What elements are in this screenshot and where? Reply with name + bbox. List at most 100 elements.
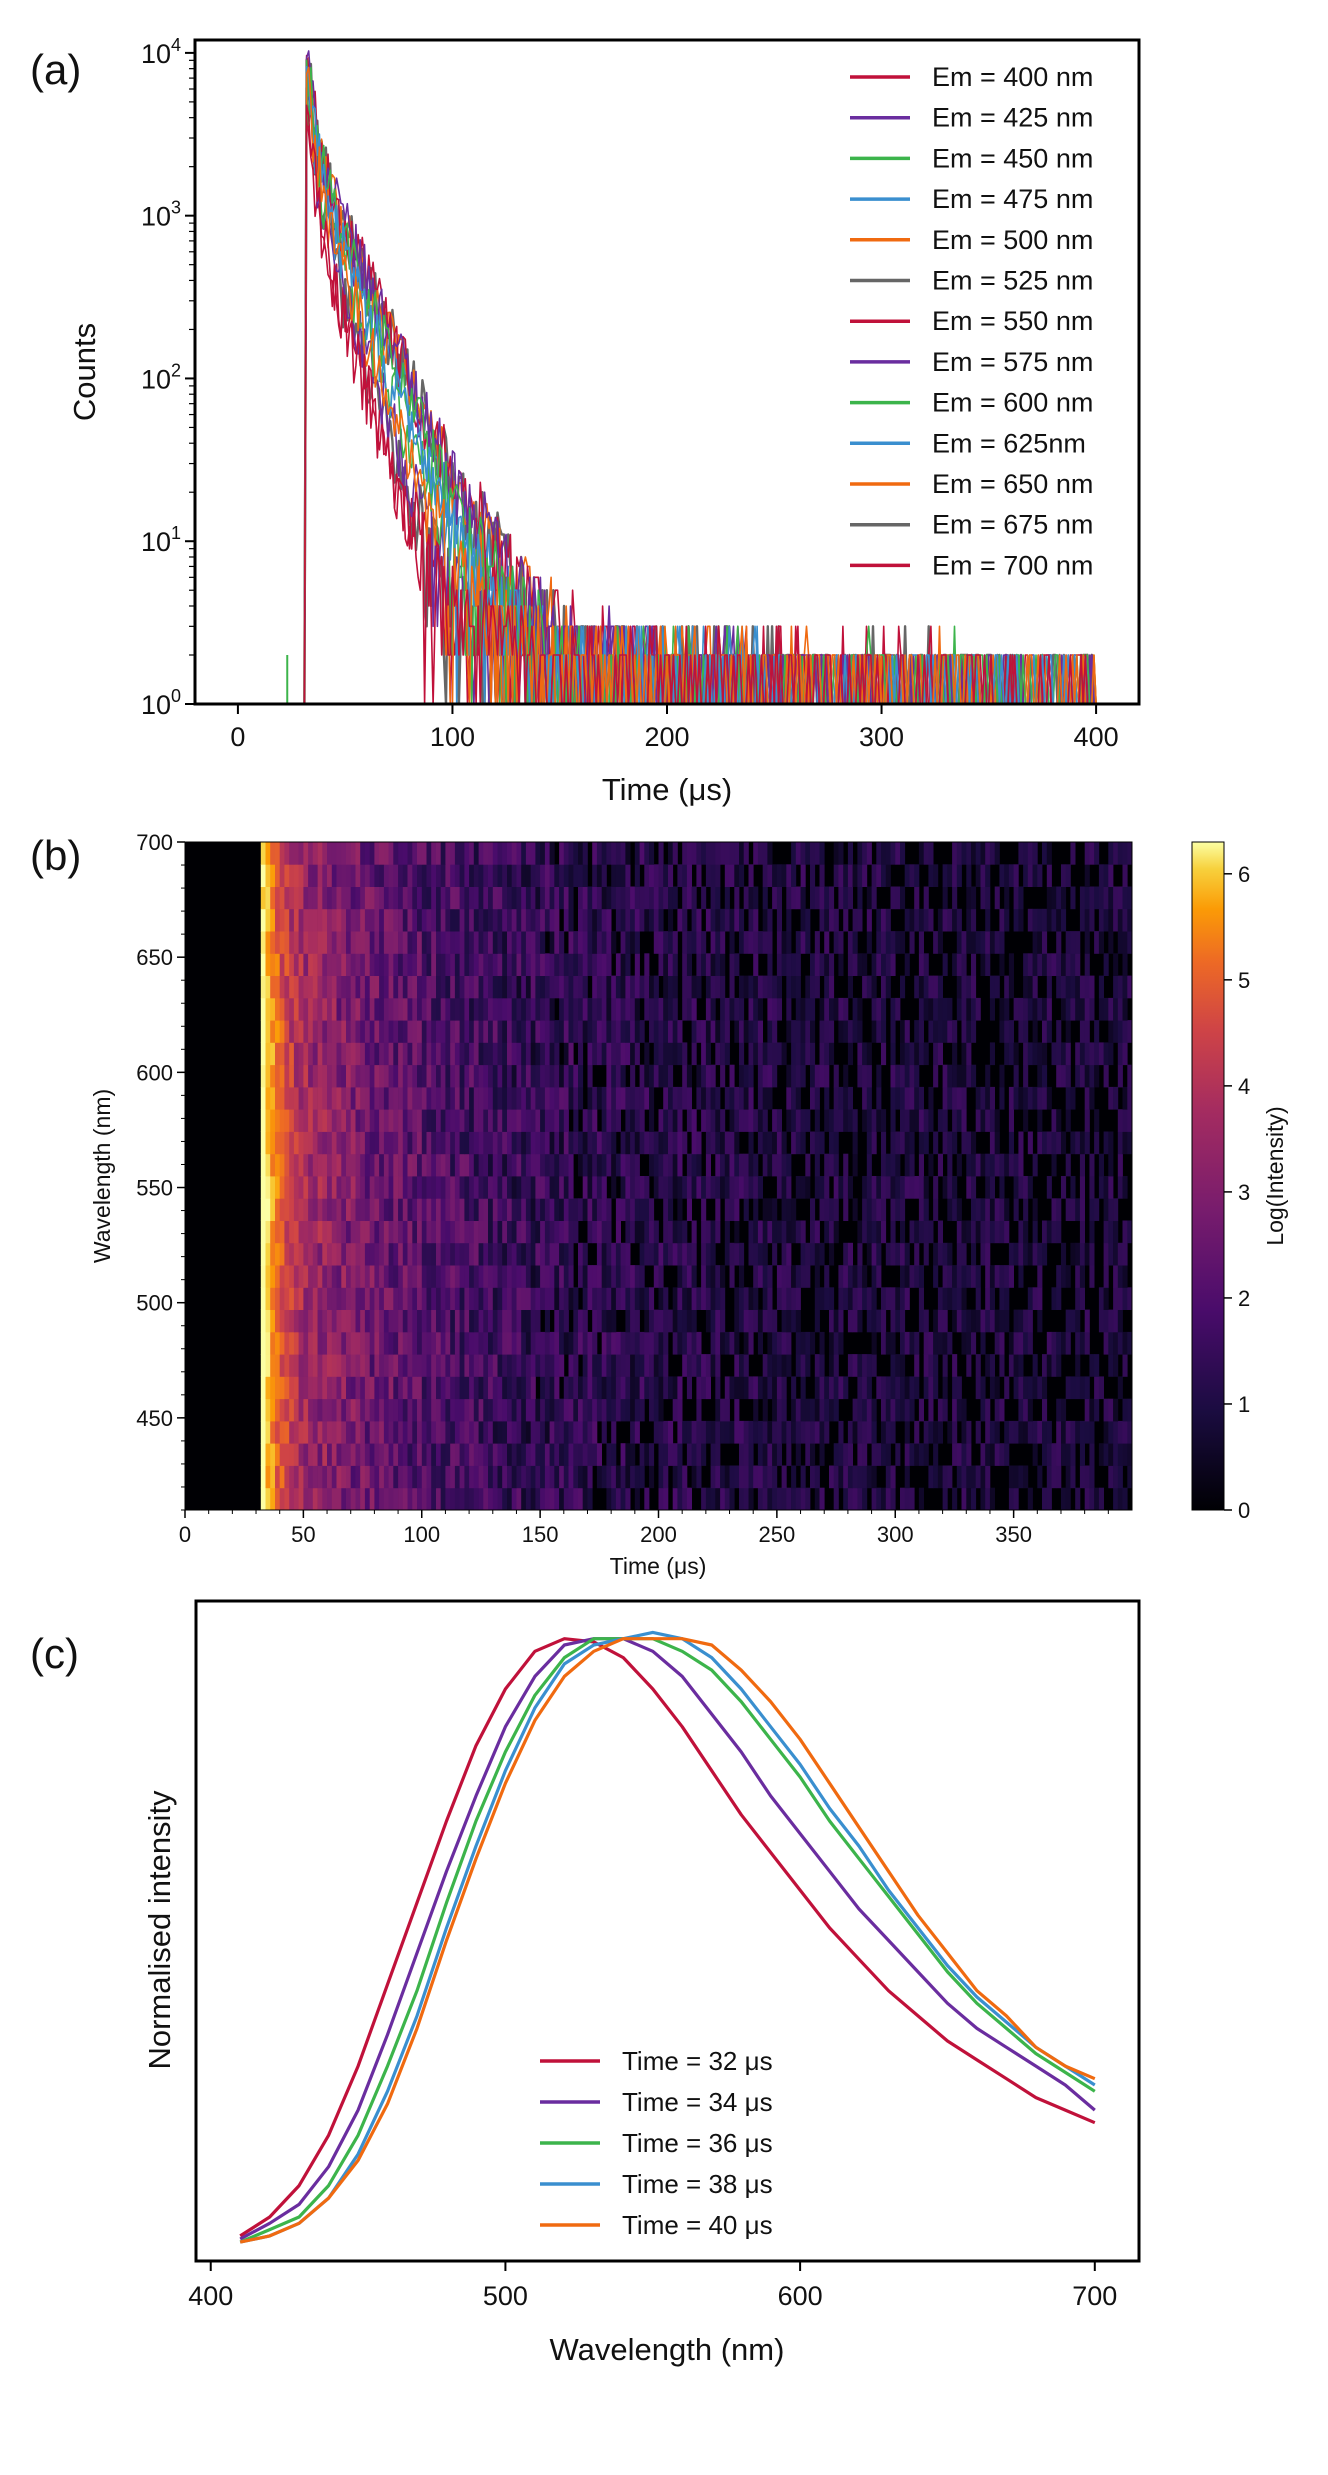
heatmap-cell bbox=[511, 975, 517, 999]
heatmap-cell bbox=[346, 1465, 352, 1489]
heatmap-cell bbox=[426, 931, 432, 954]
heatmap-cell bbox=[568, 953, 574, 976]
heatmap-cell bbox=[516, 1376, 522, 1400]
heatmap-cell bbox=[440, 1398, 446, 1422]
heatmap-cell bbox=[284, 1487, 290, 1511]
heatmap-cell bbox=[710, 1331, 716, 1355]
heatmap-cell bbox=[625, 1176, 631, 1199]
heatmap-cell bbox=[1070, 842, 1076, 865]
heatmap-cell bbox=[511, 1331, 517, 1355]
heatmap-cell bbox=[426, 1465, 432, 1489]
heatmap-cell bbox=[819, 1198, 825, 1221]
heatmap-cell bbox=[819, 1042, 825, 1066]
heatmap-cell bbox=[431, 864, 437, 887]
heatmap-cell bbox=[417, 1309, 423, 1333]
heatmap-cell bbox=[402, 886, 408, 910]
heatmap-cell bbox=[592, 1420, 598, 1444]
heatmap-cell bbox=[440, 1443, 446, 1466]
heatmap-cell bbox=[866, 1109, 872, 1132]
heatmap-cell bbox=[497, 1265, 503, 1288]
heatmap-cell bbox=[596, 1354, 602, 1377]
heatmap-cell bbox=[369, 1086, 375, 1110]
heatmap-cell bbox=[866, 1242, 872, 1266]
heatmap-cell bbox=[663, 1198, 669, 1221]
heatmap-cell bbox=[748, 975, 754, 999]
heatmap-cell bbox=[838, 1020, 844, 1043]
heatmap-cell bbox=[776, 1176, 782, 1199]
heatmap-cell bbox=[284, 864, 290, 887]
heatmap-cell bbox=[625, 1042, 631, 1066]
heatmap-cell bbox=[682, 1176, 688, 1199]
heatmap-cell bbox=[393, 1020, 399, 1043]
heatmap-cell bbox=[511, 1465, 517, 1489]
heatmap-cell bbox=[649, 1220, 655, 1244]
heatmap-cell bbox=[592, 1287, 598, 1310]
heatmap-cell bbox=[649, 1331, 655, 1355]
heatmap-cell bbox=[360, 864, 366, 887]
heatmap-cell bbox=[270, 1131, 276, 1155]
heatmap-cell bbox=[1037, 953, 1043, 976]
heatmap-cell bbox=[615, 1086, 621, 1110]
heatmap-cell bbox=[355, 1420, 361, 1444]
heatmap-cell bbox=[374, 1198, 380, 1221]
heatmap-cell bbox=[578, 1020, 584, 1043]
heatmap-cell bbox=[620, 1042, 626, 1066]
heatmap-cell bbox=[1122, 864, 1128, 887]
heatmap-cell bbox=[786, 1331, 792, 1355]
heatmap-cell bbox=[805, 1443, 811, 1466]
heatmap-cell bbox=[838, 886, 844, 910]
heatmap-cell bbox=[492, 1420, 498, 1444]
heatmap-cell bbox=[1103, 1242, 1109, 1266]
heatmap-cell bbox=[658, 1331, 664, 1355]
heatmap-cell bbox=[847, 1242, 853, 1266]
heatmap-cell bbox=[407, 1398, 413, 1422]
heatmap-cell bbox=[715, 1042, 721, 1066]
heatmap-cell bbox=[379, 908, 385, 932]
heatmap-cell bbox=[900, 1487, 906, 1511]
heatmap-cell bbox=[928, 1420, 934, 1444]
heatmap-cell bbox=[1037, 1265, 1043, 1288]
heatmap-cell bbox=[450, 1487, 456, 1511]
heatmap-cell bbox=[1051, 1042, 1057, 1066]
heatmap-cell bbox=[980, 1153, 986, 1177]
heatmap-cell bbox=[847, 864, 853, 887]
heatmap-cell bbox=[615, 1064, 621, 1088]
heatmap-cell bbox=[554, 1153, 560, 1177]
heatmap-cell bbox=[417, 953, 423, 976]
y-tick-label: 700 bbox=[136, 830, 173, 855]
heatmap-cell bbox=[829, 975, 835, 999]
heatmap-cell bbox=[483, 1176, 489, 1199]
heatmap-cell bbox=[275, 1109, 281, 1132]
heatmap-cell bbox=[795, 1331, 801, 1355]
heatmap-cell bbox=[398, 1287, 404, 1310]
heatmap-cell bbox=[1113, 1220, 1119, 1244]
heatmap-cell bbox=[1108, 886, 1114, 910]
heatmap-cell bbox=[734, 1131, 740, 1155]
heatmap-cell bbox=[270, 1376, 276, 1400]
heatmap-cell bbox=[535, 886, 541, 910]
heatmap-cell bbox=[1013, 1242, 1019, 1266]
heatmap-cell bbox=[1056, 1131, 1062, 1155]
heatmap-cell bbox=[634, 1176, 640, 1199]
heatmap-cell bbox=[952, 1487, 958, 1511]
heatmap-cell bbox=[540, 1220, 546, 1244]
heatmap-cell bbox=[454, 975, 460, 999]
heatmap-cell bbox=[478, 1309, 484, 1333]
heatmap-cell bbox=[544, 1198, 550, 1221]
heatmap-cell bbox=[374, 864, 380, 887]
heatmap-cell bbox=[388, 1109, 394, 1132]
heatmap-cell bbox=[369, 886, 375, 910]
heatmap-cell bbox=[710, 1109, 716, 1132]
heatmap-cell bbox=[440, 1331, 446, 1355]
heatmap-cell bbox=[1056, 1064, 1062, 1088]
heatmap-cell bbox=[587, 997, 593, 1021]
heatmap-cell bbox=[407, 842, 413, 865]
heatmap-cell bbox=[881, 997, 887, 1021]
heatmap-cell bbox=[426, 1487, 432, 1511]
heatmap-cell bbox=[890, 1487, 896, 1511]
heatmap-cell bbox=[412, 1176, 418, 1199]
heatmap-cell bbox=[985, 1176, 991, 1199]
heatmap-cell bbox=[421, 1176, 427, 1199]
heatmap-cell bbox=[734, 1109, 740, 1132]
heatmap-cell bbox=[573, 1086, 579, 1110]
